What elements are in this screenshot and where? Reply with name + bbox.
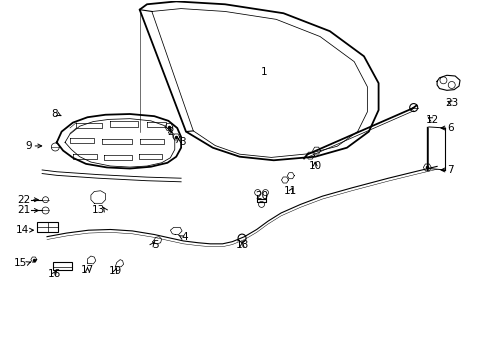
Text: 13: 13 — [92, 206, 105, 216]
Text: 19: 19 — [108, 266, 122, 276]
Text: 16: 16 — [48, 269, 61, 279]
Text: 7: 7 — [446, 165, 452, 175]
Text: 22: 22 — [18, 195, 31, 205]
Text: 17: 17 — [81, 265, 94, 275]
Text: 23: 23 — [444, 98, 457, 108]
Text: 3: 3 — [178, 137, 185, 147]
Bar — [37, 222, 58, 232]
Text: 12: 12 — [425, 115, 438, 125]
Text: 18: 18 — [235, 240, 248, 250]
Text: 15: 15 — [14, 258, 27, 268]
Text: 20: 20 — [254, 191, 267, 201]
Text: 21: 21 — [18, 206, 31, 216]
Text: 9: 9 — [26, 141, 32, 151]
Text: 1: 1 — [260, 67, 267, 77]
Text: 6: 6 — [446, 123, 452, 133]
Text: 11: 11 — [284, 186, 297, 197]
Text: 4: 4 — [181, 232, 187, 242]
Text: 8: 8 — [52, 109, 58, 120]
Text: 14: 14 — [16, 225, 29, 235]
Text: 2: 2 — [167, 127, 173, 137]
Text: 5: 5 — [152, 240, 158, 250]
Text: 10: 10 — [308, 161, 321, 171]
Bar — [53, 262, 72, 270]
